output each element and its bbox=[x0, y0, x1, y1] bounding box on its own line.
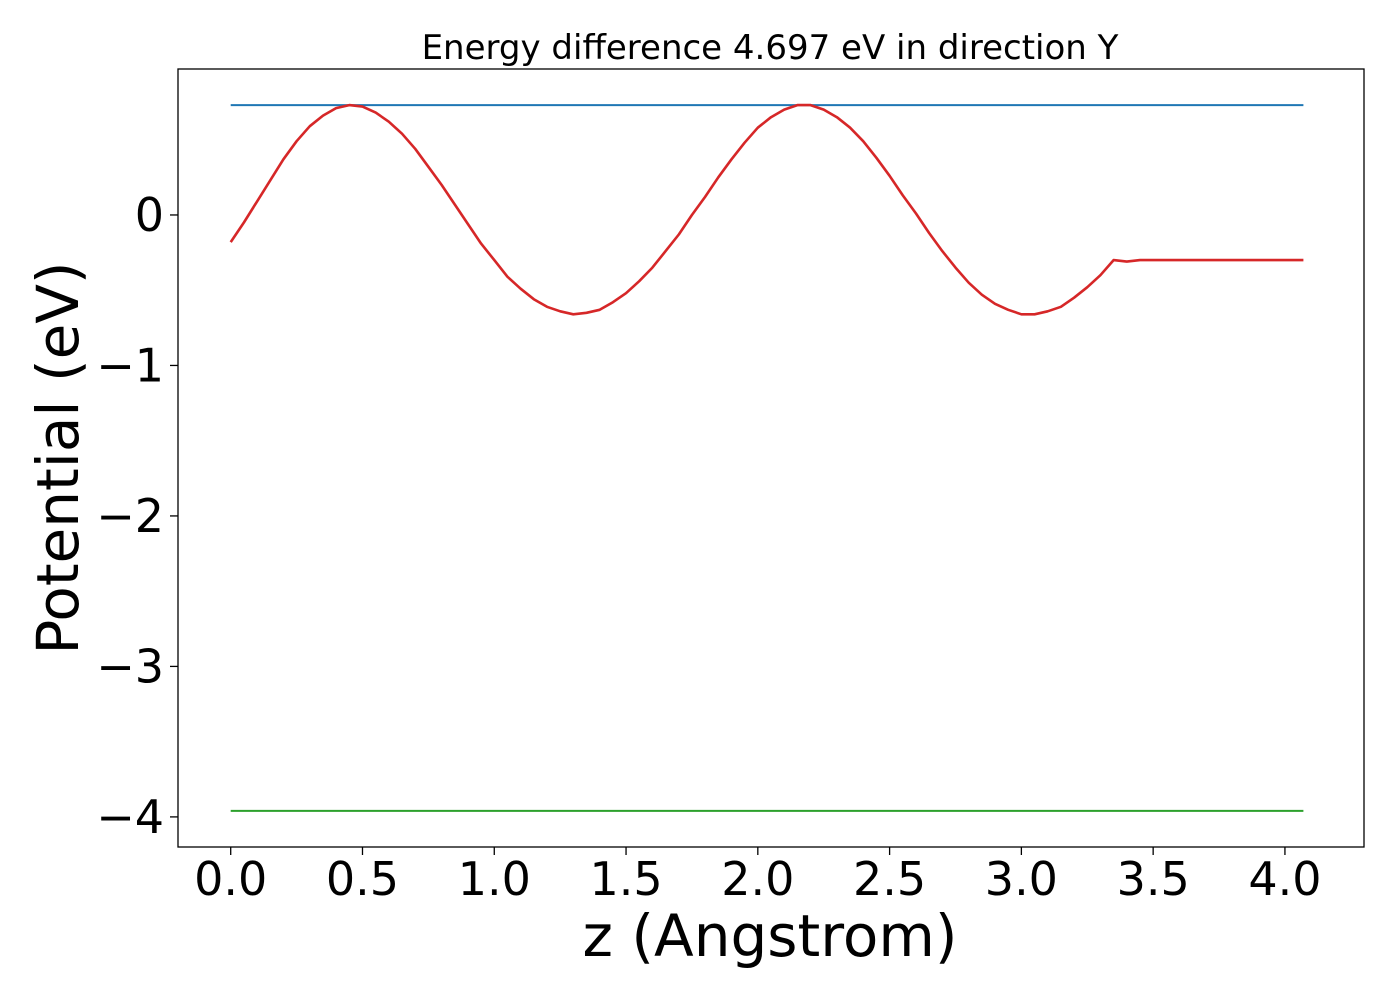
y-axis-ticks: 0 −1 −2 −3 −4 bbox=[96, 188, 178, 844]
x-tick-label: 1.0 bbox=[458, 852, 531, 906]
y-axis-label: Potential (eV) bbox=[24, 261, 92, 654]
y-tick-label: −1 bbox=[96, 338, 164, 392]
x-tick-label: 3.0 bbox=[985, 852, 1058, 906]
chart-title: Energy difference 4.697 eV in direction … bbox=[422, 28, 1119, 68]
x-tick-label: 0.0 bbox=[194, 852, 267, 906]
y-tick-label: −3 bbox=[96, 639, 164, 693]
x-tick-label: 3.5 bbox=[1117, 852, 1190, 906]
x-tick-label: 0.5 bbox=[326, 852, 399, 906]
plot-frame bbox=[177, 68, 1365, 848]
x-tick-label: 2.0 bbox=[721, 852, 794, 906]
y-tick-label: −2 bbox=[96, 489, 164, 543]
x-tick-label: 1.5 bbox=[589, 852, 662, 906]
x-axis-label: z (Angstrom) bbox=[583, 902, 958, 970]
x-axis-ticks: 0.0 0.5 1.0 1.5 2.0 2.5 3.0 3.5 4.0 bbox=[194, 847, 1322, 906]
series-layer bbox=[229, 103, 1304, 812]
x-tick-label: 2.5 bbox=[853, 852, 926, 906]
x-tick-label: 4.0 bbox=[1248, 852, 1321, 906]
y-tick-label: −4 bbox=[96, 790, 164, 844]
series-line-2 bbox=[229, 103, 1304, 316]
y-tick-label: 0 bbox=[135, 188, 164, 242]
